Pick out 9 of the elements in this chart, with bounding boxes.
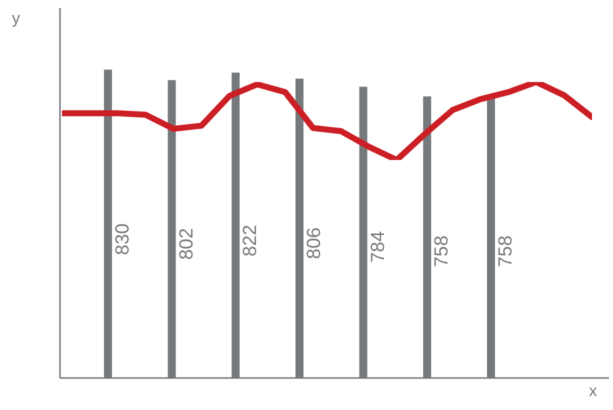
x-axis-title: x <box>589 383 597 400</box>
data-label: 758 <box>495 235 516 268</box>
data-label: 806 <box>304 227 325 260</box>
data-label: 830 <box>112 223 134 256</box>
data-label: 784 <box>368 230 389 263</box>
y-axis-title: y <box>12 10 20 28</box>
data-label: 822 <box>240 224 262 256</box>
data-label: 758 <box>432 235 453 268</box>
data-label: 802 <box>176 228 198 260</box>
